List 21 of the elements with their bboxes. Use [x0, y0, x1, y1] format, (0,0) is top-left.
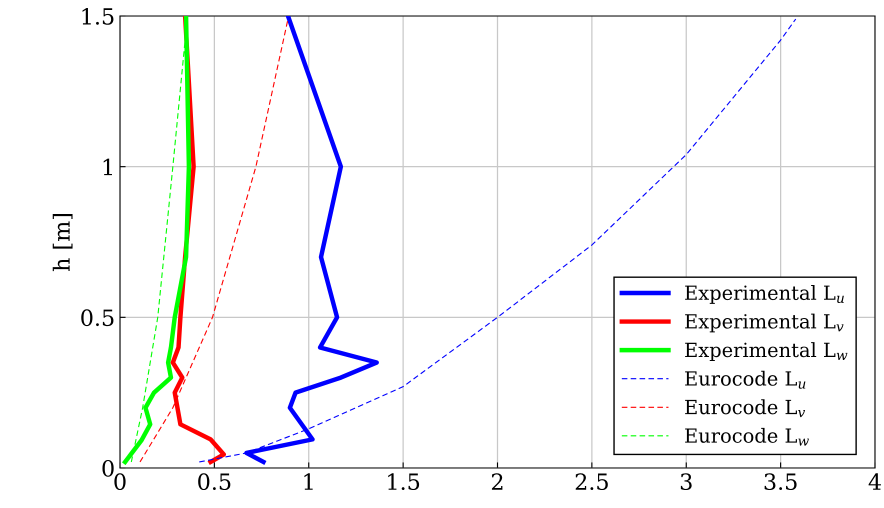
y-tick-label: 0: [102, 460, 114, 477]
y-tick-label: 0.5: [81, 309, 114, 326]
x-tick-label: 1: [304, 473, 313, 490]
x-tick-label: 0: [114, 473, 126, 490]
legend-label: Eurocode L$_{v}$: [685, 399, 806, 418]
y-tick-label: 1.5: [82, 8, 114, 25]
x-tick-label: 3: [680, 473, 692, 490]
y-tick-label: 1: [104, 158, 112, 176]
x-tick-label: 1.5: [388, 473, 420, 490]
legend-label: Experimental L$_{v}$: [685, 314, 844, 332]
legend-label: Eurocode L$_{w}$: [685, 428, 809, 446]
x-tick-label: 3.5: [764, 473, 797, 490]
x-tick-label: 2: [492, 473, 502, 490]
x-tick-label: 0.5: [198, 473, 230, 490]
y-axis-title: h [m]: [52, 214, 73, 272]
x-tick-label: 4: [868, 473, 881, 490]
line-series: [139, 18, 289, 463]
legend-label: Eurocode L$_{u}$: [685, 370, 806, 389]
x-tick-label: 2.5: [576, 473, 608, 490]
legend-label: Experimental L$_{w}$: [685, 342, 848, 361]
legend-label: Experimental L$_{u}$: [685, 285, 844, 304]
